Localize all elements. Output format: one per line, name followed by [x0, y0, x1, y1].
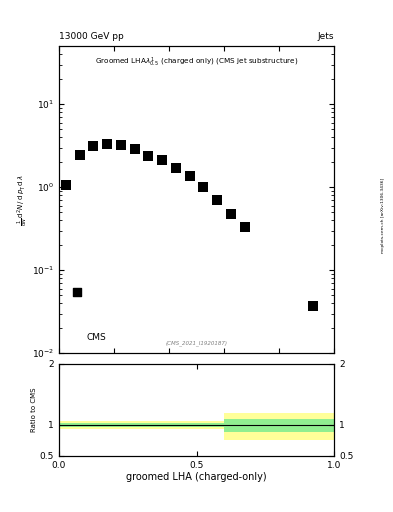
Point — [90, 142, 97, 150]
X-axis label: groomed LHA (charged-only): groomed LHA (charged-only) — [126, 472, 267, 482]
Point — [214, 196, 220, 204]
Text: 13000 GeV pp: 13000 GeV pp — [59, 32, 124, 41]
Point — [159, 156, 165, 164]
Point — [173, 164, 179, 172]
Point — [76, 151, 83, 159]
Text: mcplots.cern.ch [arXiv:1306.3436]: mcplots.cern.ch [arXiv:1306.3436] — [381, 178, 385, 252]
Point — [310, 302, 317, 310]
Point — [241, 223, 248, 231]
Point — [228, 210, 234, 219]
Point — [187, 172, 193, 180]
Text: Jets: Jets — [318, 32, 334, 41]
Point — [118, 141, 124, 150]
Point — [200, 183, 207, 191]
Y-axis label: Ratio to CMS: Ratio to CMS — [31, 388, 37, 432]
Point — [74, 288, 80, 296]
Point — [132, 145, 138, 154]
Y-axis label: $\frac{1}{\mathrm{d}N}\,\mathrm{d}^2N\,/\,\mathrm{d}\,p_\mathrm{T}\,\mathrm{d}\,: $\frac{1}{\mathrm{d}N}\,\mathrm{d}^2N\,/… — [16, 174, 30, 226]
Text: CMS: CMS — [86, 333, 106, 342]
Point — [63, 181, 69, 189]
Point — [145, 152, 152, 160]
Point — [104, 139, 110, 147]
Text: (CMS_2021_I1920187): (CMS_2021_I1920187) — [165, 340, 228, 346]
Text: Groomed LHA$\lambda^{1}_{0.5}$ (charged only) (CMS jet substructure): Groomed LHA$\lambda^{1}_{0.5}$ (charged … — [95, 55, 298, 69]
